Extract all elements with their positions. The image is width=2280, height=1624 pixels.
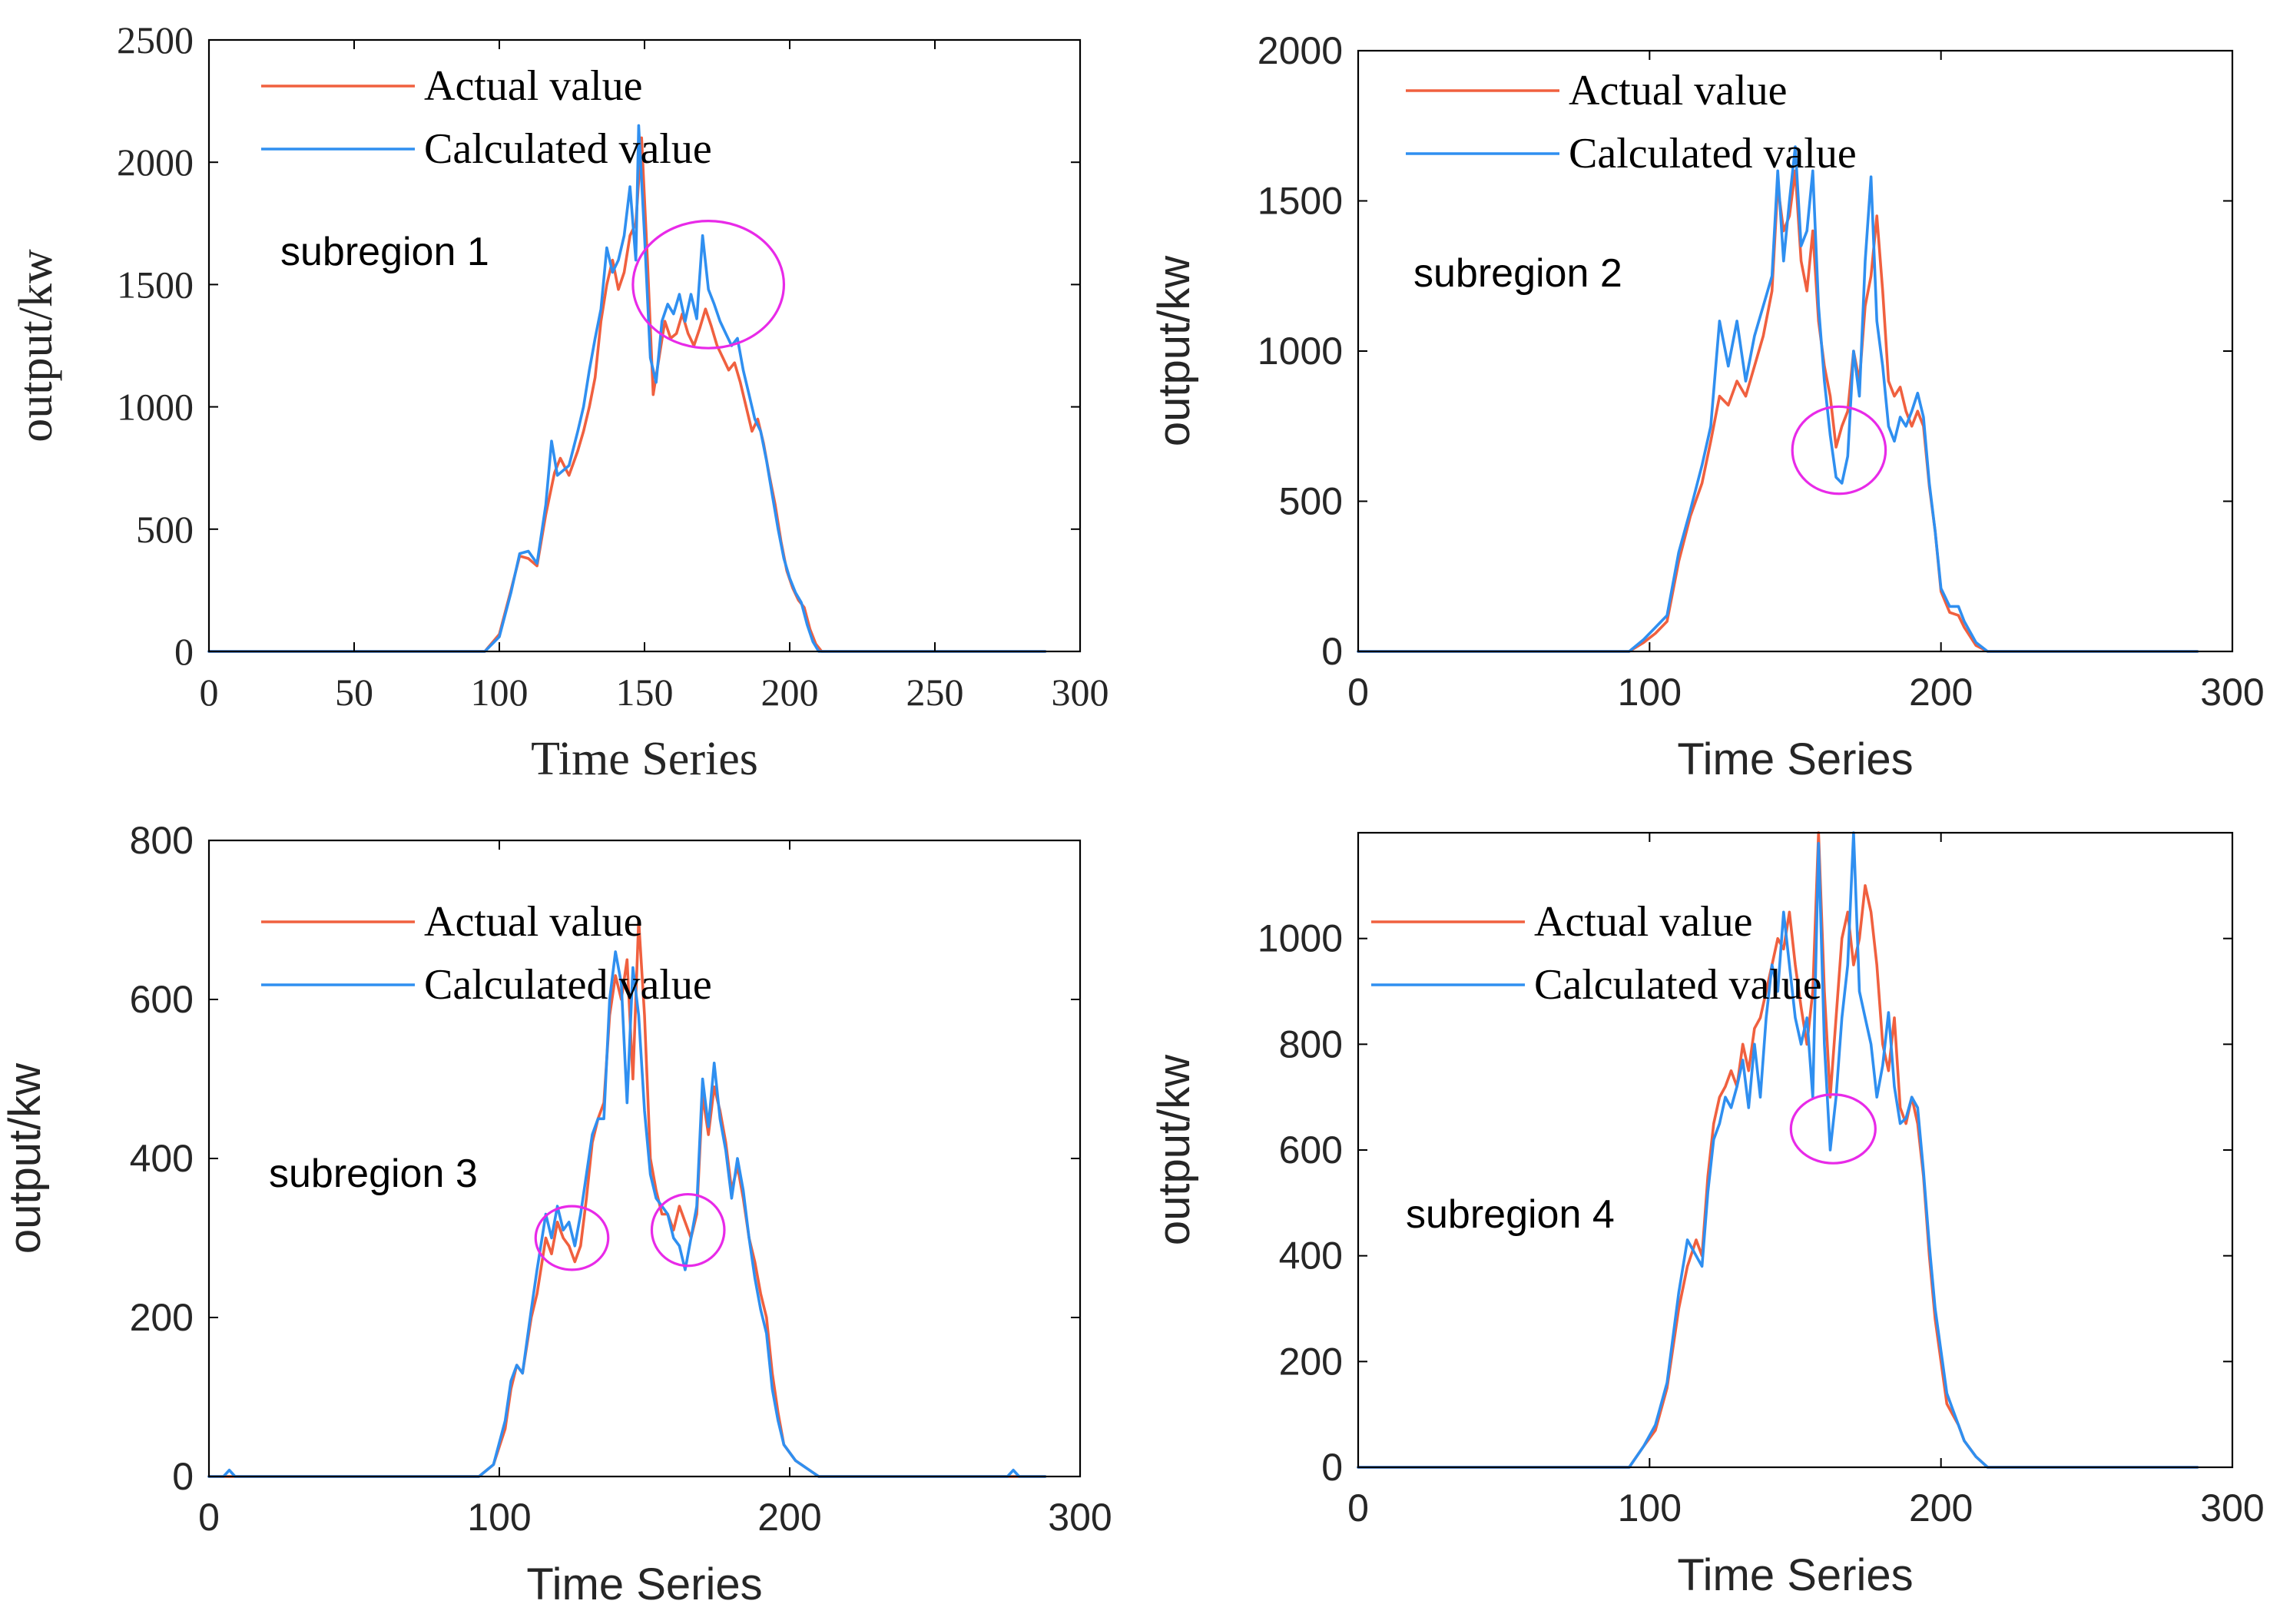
x-axis-label: Time Series xyxy=(1677,1550,1913,1600)
series-line-actual xyxy=(207,918,1047,1478)
x-axis-label: Time Series xyxy=(531,733,758,785)
x-axis-label: Time Series xyxy=(526,1559,762,1609)
y-axis-label: output/kw xyxy=(10,249,62,442)
subregion-label: subregion 4 xyxy=(1406,1192,1615,1237)
y-tick-label: 2000 xyxy=(117,141,194,184)
y-tick-label: 1000 xyxy=(1258,330,1343,373)
x-axis-label: Time Series xyxy=(1677,734,1913,784)
y-tick-label: 1500 xyxy=(1258,180,1343,223)
subplot-4: 0 100 200 300 0 200 400 600 800 1000 Time Series ou… xyxy=(1149,831,2265,1600)
x-tick-label: 150 xyxy=(616,671,674,714)
x-tick-label: 0 xyxy=(1347,671,1369,714)
y-tick-label: 200 xyxy=(1279,1340,1343,1383)
x-tick-label: 300 xyxy=(2200,1486,2264,1530)
x-tick-label: 200 xyxy=(1909,1486,1973,1530)
x-tick-label: 50 xyxy=(335,671,373,714)
y-tick-label: 500 xyxy=(1279,480,1343,523)
y-tick-label: 400 xyxy=(1279,1235,1343,1278)
x-tick-label: 300 xyxy=(2200,671,2264,714)
y-tick-label: 0 xyxy=(174,630,194,673)
x-tick-label: 0 xyxy=(1347,1486,1369,1530)
y-tick-label: 0 xyxy=(1321,630,1343,673)
series-line-calculated xyxy=(1357,145,2199,653)
y-tick-label: 1000 xyxy=(117,386,194,429)
x-tick-label: 100 xyxy=(1618,1486,1682,1530)
x-tick-label: 200 xyxy=(757,1496,821,1539)
legend-label: Calculated value xyxy=(424,125,712,173)
subregion-label: subregion 3 xyxy=(269,1152,478,1196)
series-line-actual xyxy=(1357,169,2199,653)
x-tick-label: 200 xyxy=(1909,671,1973,714)
y-tick-label: 800 xyxy=(1279,1022,1343,1066)
x-tick-label: 0 xyxy=(198,1496,220,1539)
legend-label: Actual value xyxy=(424,898,643,946)
legend-label: Calculated value xyxy=(1534,961,1822,1009)
y-tick-label: 2500 xyxy=(117,18,194,61)
y-axis-label: output/kw xyxy=(0,1062,50,1254)
legend-label: Calculated value xyxy=(424,961,712,1009)
highlight-circle xyxy=(631,220,786,350)
series-line-calculated xyxy=(1357,831,2199,1469)
x-tick-label: 250 xyxy=(906,671,964,714)
y-tick-label: 600 xyxy=(130,978,194,1021)
series-line-calculated xyxy=(207,950,1047,1478)
subregion-label: subregion 2 xyxy=(1413,251,1622,296)
y-tick-label: 0 xyxy=(1321,1446,1343,1489)
x-tick-label: 100 xyxy=(467,1496,531,1539)
y-axis-label: output/kw xyxy=(1149,255,1199,446)
subplot-2: 0 100 200 300 0 500 1000 1500 2000 Time Series out… xyxy=(1149,29,2265,784)
legend-label: Actual value xyxy=(1569,67,1788,114)
y-tick-label: 1000 xyxy=(1258,917,1343,960)
highlight-circle xyxy=(1791,405,1887,495)
y-tick-label: 0 xyxy=(172,1455,194,1498)
legend-label: Calculated value xyxy=(1569,130,1857,177)
x-tick-label: 300 xyxy=(1048,1496,1112,1539)
y-tick-label: 200 xyxy=(130,1296,194,1339)
legend-label: Actual value xyxy=(1534,898,1753,946)
y-tick-label: 2000 xyxy=(1258,29,1343,72)
subplot-1: 0 50 100 150 200 250 300 0 500 1000 1500 2000 2500 Ti… xyxy=(10,18,1109,785)
plot-frame xyxy=(1357,831,2234,1469)
x-tick-label: 300 xyxy=(1052,671,1109,714)
y-axis-label: output/kw xyxy=(1149,1054,1199,1245)
y-tick-label: 600 xyxy=(1279,1129,1343,1172)
subregion-label: subregion 1 xyxy=(280,230,489,274)
subplot-3: 0 100 200 300 0 200 400 600 800 Time Series output… xyxy=(0,819,1112,1609)
x-tick-label: 0 xyxy=(200,671,219,714)
y-tick-label: 500 xyxy=(136,508,194,551)
legend-label: Actual value xyxy=(424,62,643,110)
highlight-circle xyxy=(534,1205,610,1271)
series-line-actual xyxy=(1357,831,2199,1469)
highlight-circle xyxy=(650,1192,726,1268)
y-tick-label: 800 xyxy=(130,819,194,862)
x-tick-label: 100 xyxy=(471,671,529,714)
highlight-circle xyxy=(1789,1093,1877,1165)
x-tick-label: 200 xyxy=(761,671,819,714)
y-tick-label: 400 xyxy=(130,1137,194,1180)
series-line-calculated xyxy=(207,124,1047,653)
x-tick-label: 100 xyxy=(1618,671,1682,714)
y-tick-label: 1500 xyxy=(117,263,194,306)
